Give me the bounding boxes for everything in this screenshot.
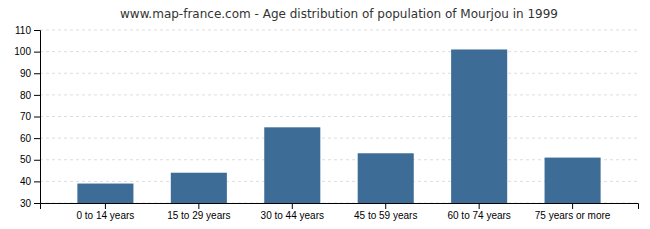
grid-line — [40, 51, 638, 52]
y-tick-mark — [34, 30, 40, 31]
y-tick: 80 — [20, 90, 40, 101]
y-tick-label: 60 — [20, 133, 32, 144]
x-tick: 60 to 74 years — [447, 203, 510, 221]
y-tick: 110 — [15, 25, 40, 36]
y-tick-mark — [34, 181, 40, 182]
bar — [451, 49, 507, 203]
x-tick-label: 75 years or more — [535, 210, 611, 221]
y-tick-mark — [34, 52, 40, 53]
grid-line — [40, 30, 638, 31]
x-tick-mark — [479, 203, 480, 209]
grid-line — [40, 116, 638, 117]
y-tick-mark — [34, 95, 40, 96]
y-tick-mark — [34, 160, 40, 161]
grid-line — [40, 73, 638, 74]
x-tick-mark — [292, 203, 293, 209]
title: www.map-france.com - Age distribution of… — [120, 7, 558, 21]
x-tick-label: 15 to 29 years — [167, 210, 230, 221]
bar — [171, 173, 227, 203]
y-tick-mark — [34, 73, 40, 74]
y-tick: 100 — [14, 46, 40, 57]
y-tick-label: 100 — [14, 46, 31, 57]
x-axis-line — [41, 204, 639, 210]
x-axis: 0 to 14 years 15 to 29 years 30 to 44 year… — [41, 203, 639, 221]
y-tick-mark — [34, 117, 40, 118]
x-tick-mark — [385, 203, 386, 209]
bars — [77, 49, 600, 203]
x-tick-label: 60 to 74 years — [447, 210, 510, 221]
y-tick-label: 40 — [20, 176, 32, 187]
y-tick-mark — [34, 203, 40, 204]
y-axis-line — [34, 31, 41, 204]
x-tick-mark — [198, 203, 199, 209]
y-tick-mark — [34, 138, 40, 139]
plot: 0 to 14 years 15 to 29 years 30 to 44 year… — [14, 25, 638, 229]
bar — [358, 153, 414, 203]
y-axis: 30 40 50 60 70 80 90 100 110 — [14, 25, 40, 209]
y-tick: 30 — [20, 198, 40, 209]
x-tick: 30 to 44 years — [261, 203, 324, 221]
y-tick-label: 90 — [20, 68, 32, 79]
y-tick-label: 50 — [20, 154, 32, 165]
y-tick: 60 — [20, 133, 40, 144]
x-tick-mark — [572, 203, 573, 209]
y-tick-label: 80 — [20, 90, 32, 101]
x-tick: 15 to 29 years — [167, 203, 230, 221]
x-tick-label: 0 to 14 years — [77, 210, 135, 221]
x-tick: 45 to 59 years — [354, 203, 417, 221]
chart: 0 to 14 years 15 to 29 years 30 to 44 year… — [0, 0, 650, 229]
y-tick-label: 110 — [15, 25, 31, 36]
y-tick-label: 70 — [20, 111, 32, 122]
grid-line — [40, 138, 638, 139]
y-tick: 40 — [20, 176, 40, 187]
bar — [77, 184, 133, 203]
bar — [545, 158, 601, 203]
y-tick-label: 30 — [20, 198, 32, 209]
y-tick: 50 — [20, 154, 40, 165]
x-tick: 0 to 14 years — [77, 203, 135, 221]
y-tick: 90 — [20, 68, 40, 79]
grid-line — [40, 94, 638, 95]
bar — [264, 127, 320, 203]
x-tick-label: 45 to 59 years — [354, 210, 417, 221]
x-tick-mark — [105, 203, 106, 209]
x-tick: 75 years or more — [535, 203, 611, 221]
x-tick-label: 30 to 44 years — [261, 210, 324, 221]
y-tick: 70 — [20, 111, 40, 122]
